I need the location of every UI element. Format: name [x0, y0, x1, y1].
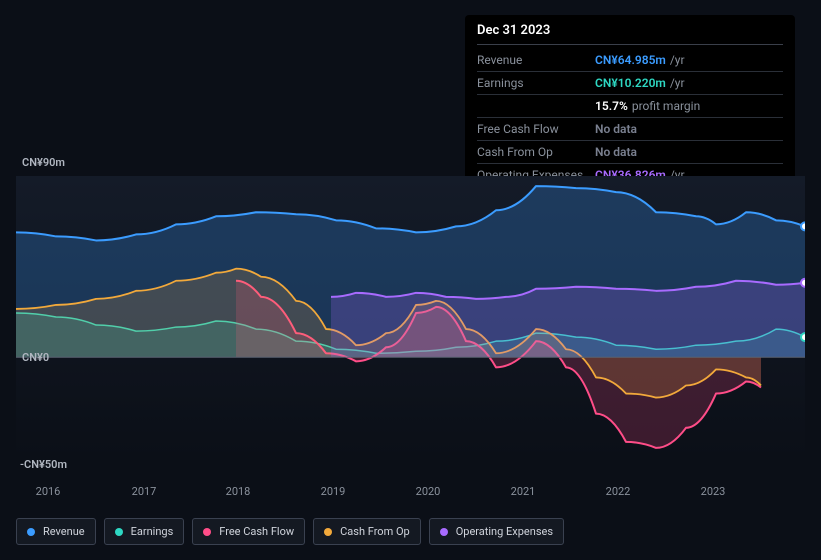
legend-label: Cash From Op: [340, 525, 410, 538]
series-end-marker: [801, 333, 805, 341]
legend-dot-icon: [203, 528, 211, 536]
tooltip-metric-value: 15.7%profit margin: [595, 97, 700, 115]
legend-item[interactable]: Cash From Op: [313, 518, 421, 545]
legend-dot-icon: [27, 528, 35, 536]
tooltip-metric-label: Earnings: [477, 74, 595, 92]
legend-label: Revenue: [43, 525, 85, 538]
legend-item[interactable]: Earnings: [104, 518, 185, 545]
x-axis-label: 2019: [321, 485, 346, 498]
series-end-marker: [801, 222, 805, 230]
legend-dot-icon: [440, 528, 448, 536]
x-axis-label: 2016: [36, 485, 61, 498]
tooltip-metric-label: Free Cash Flow: [477, 120, 595, 138]
x-axis-label: 2020: [416, 485, 441, 498]
x-axis-label: 2018: [226, 485, 251, 498]
series-end-marker: [801, 279, 805, 287]
y-axis-zero-label: CN¥0: [22, 351, 49, 364]
x-axis-label: 2023: [701, 485, 726, 498]
tooltip-metric-value: No data: [595, 120, 637, 138]
x-axis-label: 2022: [606, 485, 631, 498]
legend-dot-icon: [115, 528, 123, 536]
tooltip-row: RevenueCN¥64.985m/yr: [477, 49, 783, 72]
legend-label: Earnings: [131, 525, 174, 538]
tooltip-metric-label: [477, 97, 595, 115]
chart-legend: Revenue Earnings Free Cash Flow Cash From O…: [16, 518, 564, 545]
legend-dot-icon: [324, 528, 332, 536]
legend-item[interactable]: Free Cash Flow: [192, 518, 305, 545]
y-axis-bottom-label: -CN¥50m: [20, 458, 67, 471]
chart-canvas[interactable]: [16, 158, 805, 478]
x-axis-label: 2017: [132, 485, 157, 498]
tooltip-metric-value: CN¥10.220m/yr: [595, 74, 685, 92]
tooltip-row: EarningsCN¥10.220m/yr: [477, 72, 783, 95]
legend-item[interactable]: Revenue: [16, 518, 96, 545]
tooltip-date: Dec 31 2023: [477, 23, 783, 45]
financials-chart[interactable]: CN¥90m CN¥0 -CN¥50m: [16, 158, 805, 478]
x-axis-label: 2021: [511, 485, 536, 498]
legend-label: Operating Expenses: [456, 525, 553, 538]
legend-item[interactable]: Operating Expenses: [429, 518, 564, 545]
y-axis-top-label: CN¥90m: [22, 156, 65, 169]
tooltip-row: 15.7%profit margin: [477, 95, 783, 118]
legend-label: Free Cash Flow: [219, 525, 294, 538]
tooltip-metric-value: CN¥64.985m/yr: [595, 51, 685, 69]
tooltip-row: Free Cash FlowNo data: [477, 118, 783, 141]
tooltip-metric-label: Revenue: [477, 51, 595, 69]
